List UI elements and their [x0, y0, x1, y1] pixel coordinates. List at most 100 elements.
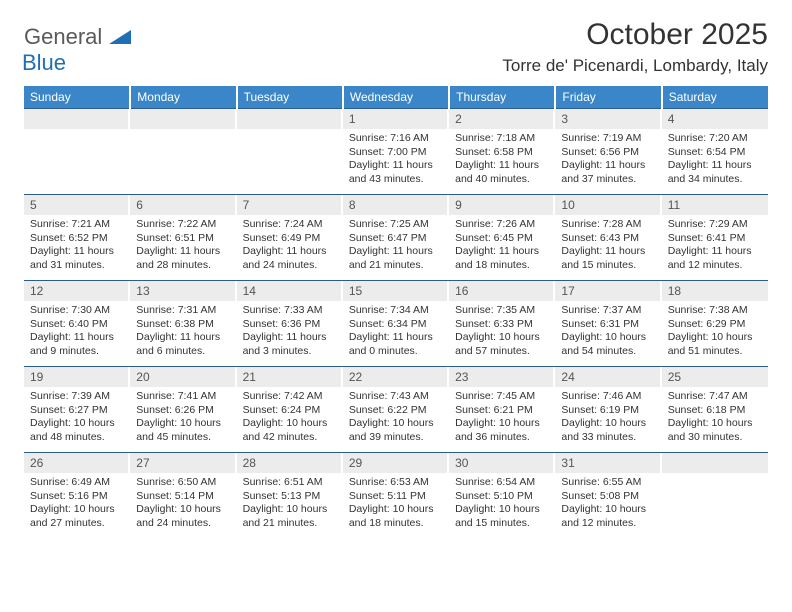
sunrise-text: Sunrise: 7:21 AM	[30, 218, 124, 232]
calendar-day-cell: 30Sunrise: 6:54 AMSunset: 5:10 PMDayligh…	[449, 453, 555, 539]
day-body: Sunrise: 7:38 AMSunset: 6:29 PMDaylight:…	[662, 301, 768, 364]
calendar-header: Sunday Monday Tuesday Wednesday Thursday…	[24, 86, 768, 109]
daylight-text: Daylight: 11 hours and 0 minutes.	[349, 331, 443, 358]
daylight-text: Daylight: 11 hours and 9 minutes.	[30, 331, 124, 358]
sunrise-text: Sunrise: 6:55 AM	[561, 476, 655, 490]
sunset-text: Sunset: 6:51 PM	[136, 232, 230, 246]
sunset-text: Sunset: 5:10 PM	[455, 490, 549, 504]
calendar-day-cell: 31Sunrise: 6:55 AMSunset: 5:08 PMDayligh…	[555, 453, 661, 539]
weekday-header: Wednesday	[343, 86, 449, 109]
sunset-text: Sunset: 6:47 PM	[349, 232, 443, 246]
day-number: 3	[555, 109, 661, 129]
day-number: 4	[662, 109, 768, 129]
logo-text-blue: Blue	[22, 50, 66, 75]
day-number: 8	[343, 195, 449, 215]
sunrise-text: Sunrise: 7:34 AM	[349, 304, 443, 318]
sunrise-text: Sunrise: 7:20 AM	[668, 132, 762, 146]
day-body: Sunrise: 7:30 AMSunset: 6:40 PMDaylight:…	[24, 301, 130, 364]
daylight-text: Daylight: 10 hours and 33 minutes.	[561, 417, 655, 444]
sunset-text: Sunset: 6:40 PM	[30, 318, 124, 332]
sunset-text: Sunset: 6:49 PM	[243, 232, 337, 246]
sunset-text: Sunset: 6:43 PM	[561, 232, 655, 246]
sunset-text: Sunset: 6:56 PM	[561, 146, 655, 160]
daylight-text: Daylight: 10 hours and 45 minutes.	[136, 417, 230, 444]
sunset-text: Sunset: 5:16 PM	[30, 490, 124, 504]
calendar-day-cell: 26Sunrise: 6:49 AMSunset: 5:16 PMDayligh…	[24, 453, 130, 539]
day-number: 24	[555, 367, 661, 387]
daylight-text: Daylight: 10 hours and 39 minutes.	[349, 417, 443, 444]
calendar-day-cell: 18Sunrise: 7:38 AMSunset: 6:29 PMDayligh…	[662, 281, 768, 367]
sunset-text: Sunset: 6:22 PM	[349, 404, 443, 418]
sunrise-text: Sunrise: 7:45 AM	[455, 390, 549, 404]
day-number: 11	[662, 195, 768, 215]
daylight-text: Daylight: 10 hours and 12 minutes.	[561, 503, 655, 530]
daylight-text: Daylight: 10 hours and 57 minutes.	[455, 331, 549, 358]
sunset-text: Sunset: 6:27 PM	[30, 404, 124, 418]
sunset-text: Sunset: 6:19 PM	[561, 404, 655, 418]
day-number: 7	[237, 195, 343, 215]
day-body: Sunrise: 6:54 AMSunset: 5:10 PMDaylight:…	[449, 473, 555, 536]
calendar-day-cell	[24, 109, 130, 195]
day-body: Sunrise: 7:43 AMSunset: 6:22 PMDaylight:…	[343, 387, 449, 450]
sunrise-text: Sunrise: 7:26 AM	[455, 218, 549, 232]
calendar-day-cell: 16Sunrise: 7:35 AMSunset: 6:33 PMDayligh…	[449, 281, 555, 367]
calendar-day-cell: 14Sunrise: 7:33 AMSunset: 6:36 PMDayligh…	[237, 281, 343, 367]
daylight-text: Daylight: 10 hours and 18 minutes.	[349, 503, 443, 530]
calendar-week-row: 5Sunrise: 7:21 AMSunset: 6:52 PMDaylight…	[24, 195, 768, 281]
daylight-text: Daylight: 10 hours and 30 minutes.	[668, 417, 762, 444]
calendar-day-cell: 6Sunrise: 7:22 AMSunset: 6:51 PMDaylight…	[130, 195, 236, 281]
calendar-day-cell: 25Sunrise: 7:47 AMSunset: 6:18 PMDayligh…	[662, 367, 768, 453]
day-body: Sunrise: 7:22 AMSunset: 6:51 PMDaylight:…	[130, 215, 236, 278]
weekday-header: Tuesday	[237, 86, 343, 109]
day-number: 15	[343, 281, 449, 301]
sunrise-text: Sunrise: 7:38 AM	[668, 304, 762, 318]
day-body: Sunrise: 7:34 AMSunset: 6:34 PMDaylight:…	[343, 301, 449, 364]
day-number: 16	[449, 281, 555, 301]
day-body: Sunrise: 7:25 AMSunset: 6:47 PMDaylight:…	[343, 215, 449, 278]
calendar-day-cell: 4Sunrise: 7:20 AMSunset: 6:54 PMDaylight…	[662, 109, 768, 195]
day-number	[24, 109, 130, 129]
day-body: Sunrise: 7:18 AMSunset: 6:58 PMDaylight:…	[449, 129, 555, 192]
sunrise-text: Sunrise: 7:35 AM	[455, 304, 549, 318]
day-number: 13	[130, 281, 236, 301]
day-body: Sunrise: 7:31 AMSunset: 6:38 PMDaylight:…	[130, 301, 236, 364]
day-number: 20	[130, 367, 236, 387]
day-number: 26	[24, 453, 130, 473]
calendar-day-cell: 13Sunrise: 7:31 AMSunset: 6:38 PMDayligh…	[130, 281, 236, 367]
sunrise-text: Sunrise: 7:39 AM	[30, 390, 124, 404]
day-body: Sunrise: 6:53 AMSunset: 5:11 PMDaylight:…	[343, 473, 449, 536]
sunset-text: Sunset: 6:52 PM	[30, 232, 124, 246]
day-body: Sunrise: 6:49 AMSunset: 5:16 PMDaylight:…	[24, 473, 130, 536]
day-number: 5	[24, 195, 130, 215]
calendar-day-cell	[237, 109, 343, 195]
daylight-text: Daylight: 10 hours and 27 minutes.	[30, 503, 124, 530]
daylight-text: Daylight: 11 hours and 31 minutes.	[30, 245, 124, 272]
sunrise-text: Sunrise: 6:53 AM	[349, 476, 443, 490]
weekday-header: Saturday	[662, 86, 768, 109]
day-number: 27	[130, 453, 236, 473]
calendar-week-row: 1Sunrise: 7:16 AMSunset: 7:00 PMDaylight…	[24, 109, 768, 195]
daylight-text: Daylight: 11 hours and 12 minutes.	[668, 245, 762, 272]
day-number: 28	[237, 453, 343, 473]
logo: General Blue	[24, 18, 131, 76]
sunrise-text: Sunrise: 7:33 AM	[243, 304, 337, 318]
sunset-text: Sunset: 6:26 PM	[136, 404, 230, 418]
sunset-text: Sunset: 5:14 PM	[136, 490, 230, 504]
sunrise-text: Sunrise: 7:29 AM	[668, 218, 762, 232]
daylight-text: Daylight: 11 hours and 34 minutes.	[668, 159, 762, 186]
day-body: Sunrise: 7:37 AMSunset: 6:31 PMDaylight:…	[555, 301, 661, 364]
calendar-week-row: 19Sunrise: 7:39 AMSunset: 6:27 PMDayligh…	[24, 367, 768, 453]
weekday-header: Monday	[130, 86, 236, 109]
sunset-text: Sunset: 6:29 PM	[668, 318, 762, 332]
sunset-text: Sunset: 6:45 PM	[455, 232, 549, 246]
daylight-text: Daylight: 10 hours and 51 minutes.	[668, 331, 762, 358]
sunrise-text: Sunrise: 7:16 AM	[349, 132, 443, 146]
day-number: 18	[662, 281, 768, 301]
day-number: 23	[449, 367, 555, 387]
day-number	[662, 453, 768, 473]
location-subtitle: Torre de' Picenardi, Lombardy, Italy	[502, 56, 768, 76]
sunrise-text: Sunrise: 7:43 AM	[349, 390, 443, 404]
calendar-week-row: 12Sunrise: 7:30 AMSunset: 6:40 PMDayligh…	[24, 281, 768, 367]
day-number	[237, 109, 343, 129]
daylight-text: Daylight: 11 hours and 3 minutes.	[243, 331, 337, 358]
